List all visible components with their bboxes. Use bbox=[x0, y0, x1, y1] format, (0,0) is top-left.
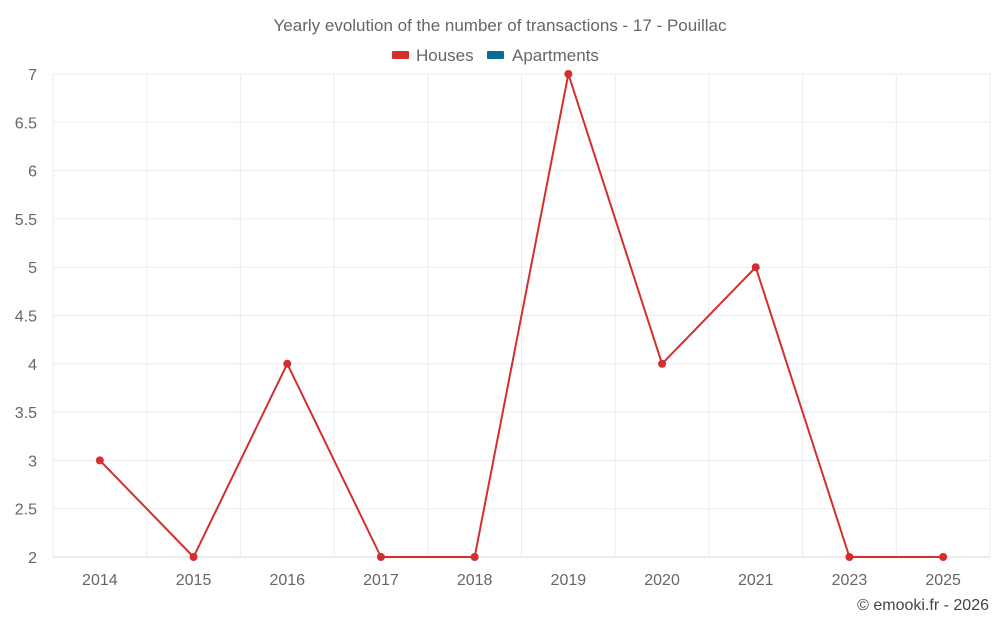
data-point[interactable] bbox=[751, 263, 760, 272]
legend-label-houses: Houses bbox=[416, 46, 474, 65]
y-tick-label: 3 bbox=[28, 453, 37, 470]
x-tick-label: 2018 bbox=[457, 572, 493, 589]
data-point[interactable] bbox=[283, 359, 292, 368]
data-point[interactable] bbox=[470, 553, 479, 561]
x-tick-label: 2015 bbox=[176, 572, 212, 589]
data-point[interactable] bbox=[189, 553, 198, 561]
y-tick-label: 3.5 bbox=[15, 405, 37, 422]
y-tick-label: 6.5 bbox=[15, 115, 37, 132]
data-point[interactable] bbox=[564, 70, 573, 78]
data-point[interactable] bbox=[845, 553, 854, 561]
x-tick-label: 2016 bbox=[269, 572, 305, 589]
y-tick-label: 5.5 bbox=[15, 212, 37, 229]
x-tick-label: 2020 bbox=[644, 572, 680, 589]
y-tick-label: 7 bbox=[28, 67, 37, 84]
legend-label-apartments: Apartments bbox=[512, 46, 599, 65]
data-point[interactable] bbox=[95, 456, 104, 465]
x-axis-ticks: 2014 2015 2016 2017 2018 2019 2020 2021 2023 2025 bbox=[82, 572, 961, 589]
y-tick-label: 5 bbox=[28, 260, 37, 277]
legend-item-apartments[interactable]: Apartments bbox=[487, 46, 599, 65]
legend-swatch-houses bbox=[392, 51, 409, 59]
y-tick-label: 2.5 bbox=[15, 502, 37, 519]
copyright-text: © emooki.fr - 2026 bbox=[857, 597, 989, 614]
x-tick-label: 2014 bbox=[82, 572, 118, 589]
x-tick-label: 2025 bbox=[925, 572, 961, 589]
data-point[interactable] bbox=[658, 359, 667, 368]
y-tick-label: 6 bbox=[28, 164, 37, 181]
x-tick-label: 2017 bbox=[363, 572, 399, 589]
series-line-houses bbox=[99, 73, 944, 558]
chart-title: Yearly evolution of the number of transa… bbox=[274, 16, 727, 35]
data-point[interactable] bbox=[376, 553, 385, 561]
x-tick-label: 2023 bbox=[832, 572, 868, 589]
legend-swatch-apartments bbox=[487, 51, 504, 59]
y-tick-label: 2 bbox=[28, 550, 37, 567]
x-tick-label: 2021 bbox=[738, 572, 774, 589]
y-tick-label: 4 bbox=[28, 357, 37, 374]
y-tick-label: 4.5 bbox=[15, 309, 37, 326]
legend-item-houses[interactable]: Houses bbox=[392, 46, 474, 65]
x-tick-label: 2019 bbox=[551, 572, 587, 589]
data-point[interactable] bbox=[939, 553, 948, 561]
legend: Houses Apartments bbox=[392, 46, 599, 65]
series-houses bbox=[95, 70, 948, 561]
y-axis-ticks: 2 2.5 3 3.5 4 4.5 5 5.5 6 6.5 7 bbox=[15, 67, 37, 567]
